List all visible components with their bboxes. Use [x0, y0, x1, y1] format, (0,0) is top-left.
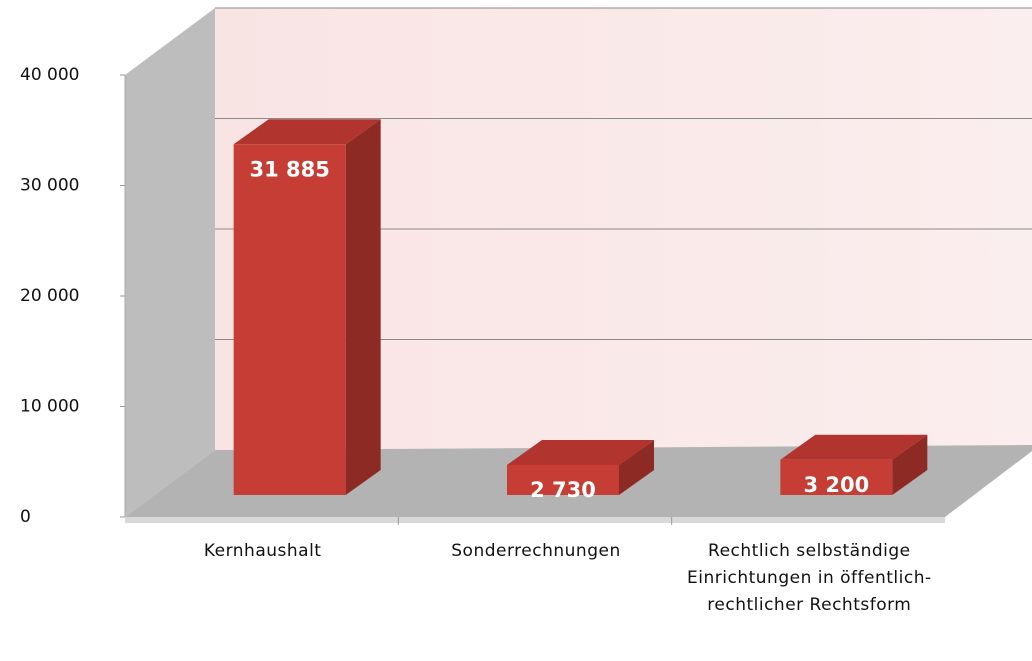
bar-top [233, 119, 381, 145]
y-tick-label: 40 000 [20, 65, 79, 85]
bar [780, 459, 893, 495]
bar-top [780, 434, 928, 460]
y-tick-label: 30 000 [20, 176, 79, 196]
x-tick-label: Rechtlich selbständige Einrichtungen in … [687, 541, 932, 615]
y-tick-label: 10 000 [20, 397, 79, 417]
x-tick-label: Kernhaushalt [203, 541, 322, 561]
x-tick-label: Sonderrechnungen [451, 541, 621, 561]
bar-side [345, 119, 381, 495]
bar-side [892, 434, 928, 495]
bar [233, 144, 346, 495]
bar [507, 464, 619, 495]
bar-top [507, 439, 654, 465]
side-wall [125, 8, 215, 517]
value-label: 2 730 [530, 478, 596, 502]
bar-side [619, 439, 654, 495]
floor-edge [125, 517, 945, 523]
value-label: 3 200 [803, 473, 869, 497]
value-label: 31 885 [249, 157, 329, 181]
y-tick-label: 20 000 [20, 286, 79, 306]
y-tick-label: 0 [20, 507, 31, 527]
